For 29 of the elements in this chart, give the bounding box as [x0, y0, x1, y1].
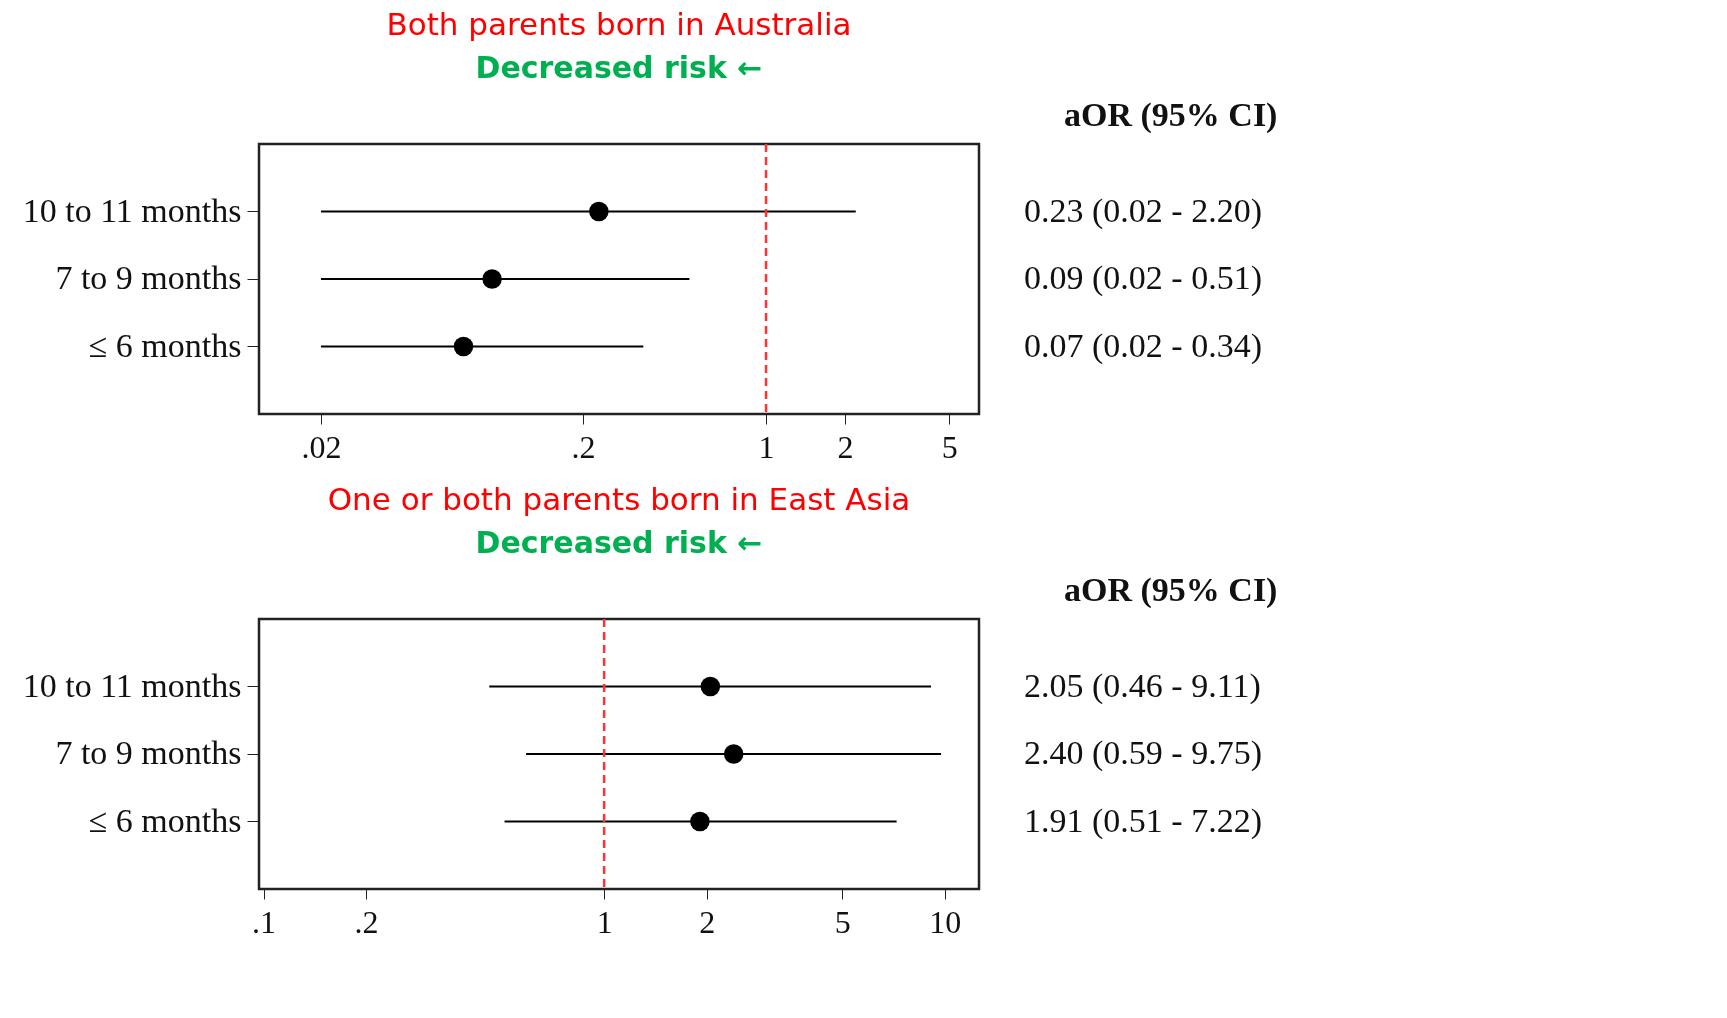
- y-tick-label: ≤ 6 months: [88, 801, 242, 839]
- data-label: 0.07 (0.02 - 0.34): [1024, 326, 1262, 365]
- y-tick-label: 10 to 11 months: [22, 666, 242, 704]
- chart-subtitle: Decreased risk ←: [475, 525, 763, 560]
- x-tick-label: 10: [929, 903, 962, 940]
- x-tick-label: .2: [354, 903, 379, 940]
- data-label: 0.09 (0.02 - 0.51): [1024, 259, 1262, 297]
- y-tick-label: ≤ 6 months: [88, 326, 242, 364]
- text: aOR (95% CI): [1064, 96, 1278, 134]
- x-tick-label: .2: [571, 428, 596, 465]
- x-tick-label: 2: [837, 428, 854, 465]
- chart-title: Both parents born in Australia: [386, 6, 852, 42]
- chart-title: One or both parents born in East Asia: [327, 481, 911, 517]
- y-tick-label: 10 to 11 months: [22, 191, 242, 229]
- data-label: 1.91 (0.51 - 7.22): [1024, 801, 1262, 840]
- x-tick-label: 5: [834, 903, 851, 940]
- data-label: 2.40 (0.59 - 9.75): [1024, 734, 1262, 772]
- y-tick-label: 7 to 9 months: [55, 734, 242, 771]
- x-tick-label: .02: [301, 428, 342, 465]
- x-tick-label: 5: [941, 428, 958, 465]
- x-tick-label: 1: [758, 428, 775, 465]
- data-label: 0.23 (0.02 - 2.20): [1024, 191, 1262, 230]
- x-tick-label: 1: [596, 903, 613, 940]
- x-tick-label: 2: [699, 903, 716, 940]
- data-label: 2.05 (0.46 - 9.11): [1024, 666, 1261, 705]
- y-tick-label: 7 to 9 months: [55, 259, 242, 296]
- chart-subtitle: Decreased risk ←: [475, 50, 763, 85]
- text: aOR (95% CI): [1064, 571, 1278, 609]
- x-tick-label: .1: [252, 903, 277, 940]
